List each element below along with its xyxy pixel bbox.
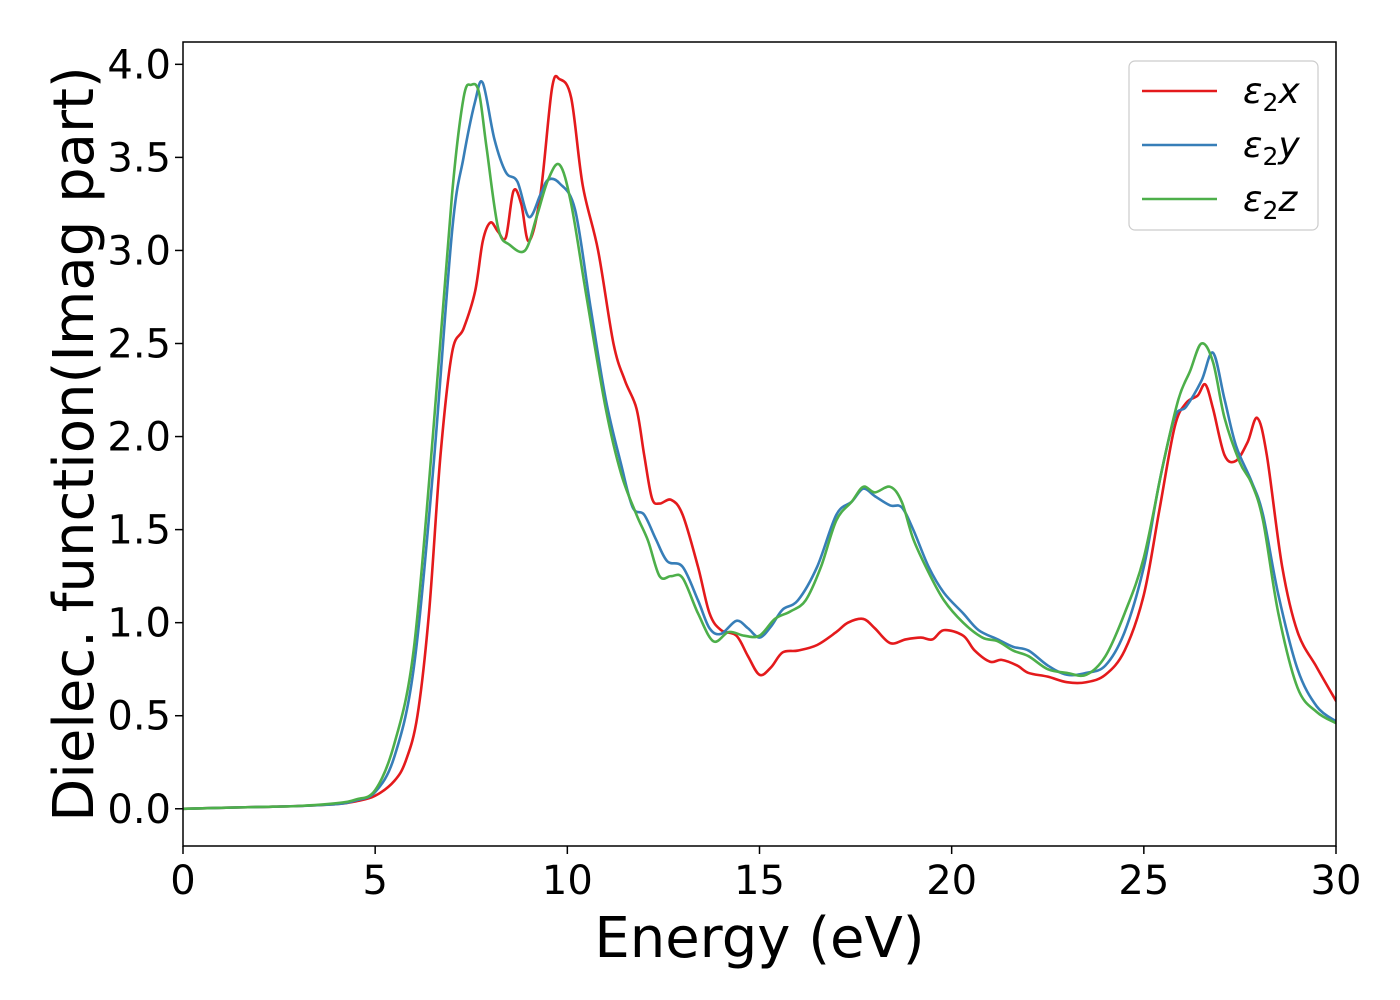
legend-label: ε2y (1243, 125, 1300, 171)
x-tick-label: 10 (542, 858, 593, 904)
legend-label: ε2z (1243, 179, 1298, 225)
x-axis-label: Energy (eV) (594, 906, 924, 971)
legend-box (1128, 60, 1319, 231)
x-axis-ticks: 0 5 10 15 20 25 30 (170, 846, 1361, 904)
x-tick-label: 0 (170, 858, 195, 904)
legend-item-y: ε2y (1142, 125, 1300, 171)
y-axis-label: Dielec. function(Imag part) (42, 66, 107, 822)
y-tick-label: 0.5 (107, 694, 171, 740)
y-tick-label: 1.5 (107, 508, 171, 554)
y-tick-label: 2.0 (107, 415, 171, 461)
legend-item-x: ε2x (1142, 71, 1300, 117)
x-tick-label: 30 (1311, 858, 1362, 904)
x-tick-label: 15 (734, 858, 785, 904)
y-tick-label: 4.0 (107, 42, 171, 88)
x-tick-label: 25 (1118, 858, 1169, 904)
legend: ε2x ε2y ε2z (1128, 60, 1319, 231)
series-line-z (183, 82, 1336, 811)
y-tick-label: 2.5 (107, 322, 171, 368)
x-tick-label: 20 (926, 858, 977, 904)
y-tick-label: 1.0 (107, 601, 171, 647)
legend-item-z: ε2z (1142, 179, 1298, 225)
y-axis-ticks: 0.0 0.5 1.0 1.5 2.0 2.5 3.0 3.5 4.0 (107, 42, 183, 833)
series-layer (183, 74, 1336, 811)
legend-label: ε2x (1243, 71, 1300, 117)
y-tick-label: 3.0 (107, 228, 171, 274)
x-tick-label: 5 (362, 858, 387, 904)
series-line-x (183, 74, 1336, 811)
y-tick-label: 3.5 (107, 135, 171, 181)
y-tick-label: 0.0 (107, 787, 171, 833)
